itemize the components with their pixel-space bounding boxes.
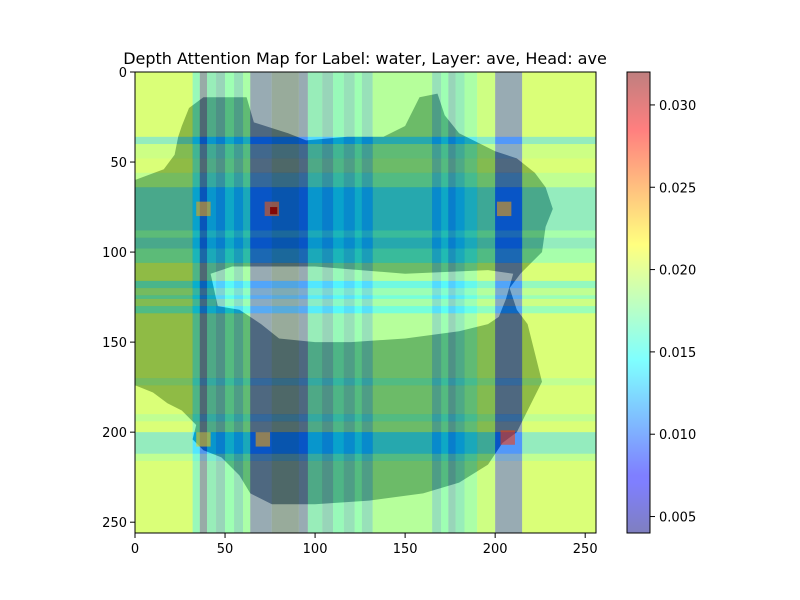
attention-column-7 bbox=[243, 72, 251, 533]
colorbar: 0.005 0.010 0.015 0.020 0.025 0.030 bbox=[626, 71, 696, 534]
attention-peak bbox=[270, 207, 278, 215]
colorbar-tick-label-0: 0.005 bbox=[659, 511, 696, 526]
colorbar-gradient bbox=[627, 72, 650, 533]
attention-column-15 bbox=[354, 72, 362, 533]
attention-row-0 bbox=[135, 72, 596, 137]
attention-column-22 bbox=[464, 72, 478, 533]
y-tick-label-4: 200 bbox=[102, 426, 127, 441]
attention-column-8 bbox=[250, 72, 272, 533]
x-tick-label-4: 200 bbox=[483, 542, 508, 557]
attention-column-1 bbox=[192, 72, 200, 533]
attention-column-25 bbox=[522, 72, 596, 533]
attention-column-13 bbox=[333, 72, 344, 533]
attention-columns bbox=[135, 72, 596, 533]
hot-spot-5 bbox=[196, 432, 211, 447]
attention-column-18 bbox=[432, 72, 442, 533]
hot-spot-4 bbox=[500, 430, 515, 445]
attention-column-16 bbox=[361, 72, 373, 533]
y-tick-label-3: 150 bbox=[102, 336, 127, 351]
hot-spot-1 bbox=[196, 201, 211, 217]
attention-hot-spots bbox=[196, 201, 515, 447]
x-axis: 0 50 100 150 200 250 bbox=[131, 533, 598, 557]
attention-row-16 bbox=[135, 378, 596, 386]
attention-column-12 bbox=[322, 72, 334, 533]
hot-spot-2 bbox=[496, 201, 512, 217]
attention-row-11 bbox=[135, 288, 596, 296]
attention-column-0 bbox=[135, 72, 193, 533]
attention-row-4 bbox=[135, 172, 596, 188]
y-tick-label-5: 250 bbox=[102, 516, 127, 531]
attention-row-13 bbox=[135, 298, 596, 307]
attention-column-20 bbox=[448, 72, 456, 533]
attention-column-5 bbox=[225, 72, 235, 533]
colorbar-tick-label-1: 0.010 bbox=[659, 428, 696, 443]
attention-row-1 bbox=[135, 136, 596, 145]
colorbar-tick-label-4: 0.025 bbox=[659, 181, 696, 196]
attention-column-21 bbox=[455, 72, 465, 533]
hot-spot-3 bbox=[255, 432, 271, 447]
attention-column-9 bbox=[271, 72, 299, 533]
chart-title: Depth Attention Map for Label: water, La… bbox=[123, 49, 607, 68]
attention-rows bbox=[135, 72, 596, 533]
colorbar-tick-label-5: 0.030 bbox=[659, 99, 696, 114]
attention-column-24 bbox=[495, 72, 523, 533]
colorbar-tick-label-2: 0.015 bbox=[659, 346, 696, 361]
attention-column-11 bbox=[307, 72, 323, 533]
attention-row-14 bbox=[135, 306, 596, 314]
y-tick-label-0: 0 bbox=[119, 66, 127, 81]
attention-row-5 bbox=[135, 187, 596, 231]
plot-area bbox=[135, 72, 596, 533]
attention-row-2 bbox=[135, 144, 596, 159]
y-tick-label-1: 50 bbox=[110, 156, 127, 171]
attention-row-3 bbox=[135, 158, 596, 173]
attention-column-19 bbox=[441, 72, 449, 533]
colorbar-tick-label-3: 0.020 bbox=[659, 264, 696, 279]
x-tick-label-5: 250 bbox=[573, 542, 598, 557]
attention-row-19 bbox=[135, 421, 596, 433]
x-tick-label-2: 100 bbox=[303, 542, 328, 557]
x-tick-label-0: 0 bbox=[131, 542, 139, 557]
attention-row-6 bbox=[135, 230, 596, 238]
attention-row-7 bbox=[135, 237, 596, 249]
colorbar-frame bbox=[626, 71, 651, 534]
attention-column-4 bbox=[216, 72, 226, 533]
attention-column-23 bbox=[477, 72, 496, 533]
attention-row-12 bbox=[135, 295, 596, 299]
attention-row-22 bbox=[135, 460, 596, 533]
x-tick-label-1: 50 bbox=[217, 542, 234, 557]
attention-row-8 bbox=[135, 248, 596, 263]
attention-row-20 bbox=[135, 432, 596, 454]
plot-frame bbox=[134, 71, 597, 534]
attention-row-10 bbox=[135, 280, 596, 289]
attention-column-2 bbox=[199, 72, 208, 533]
attention-column-14 bbox=[343, 72, 355, 533]
attention-row-15 bbox=[135, 313, 596, 379]
y-tick-label-2: 100 bbox=[102, 246, 127, 261]
attention-column-10 bbox=[298, 72, 308, 533]
attention-column-17 bbox=[372, 72, 433, 533]
attention-column-3 bbox=[207, 72, 217, 533]
colorbar-ticks: 0.005 0.010 0.015 0.020 0.025 0.030 bbox=[650, 99, 696, 526]
attention-row-21 bbox=[135, 453, 596, 461]
attention-row-18 bbox=[135, 414, 596, 422]
y-axis: 0 50 100 150 200 250 bbox=[102, 66, 135, 531]
attention-row-9 bbox=[135, 262, 596, 281]
x-tick-label-3: 150 bbox=[393, 542, 418, 557]
attention-column-6 bbox=[234, 72, 244, 533]
attention-row-17 bbox=[135, 385, 596, 415]
